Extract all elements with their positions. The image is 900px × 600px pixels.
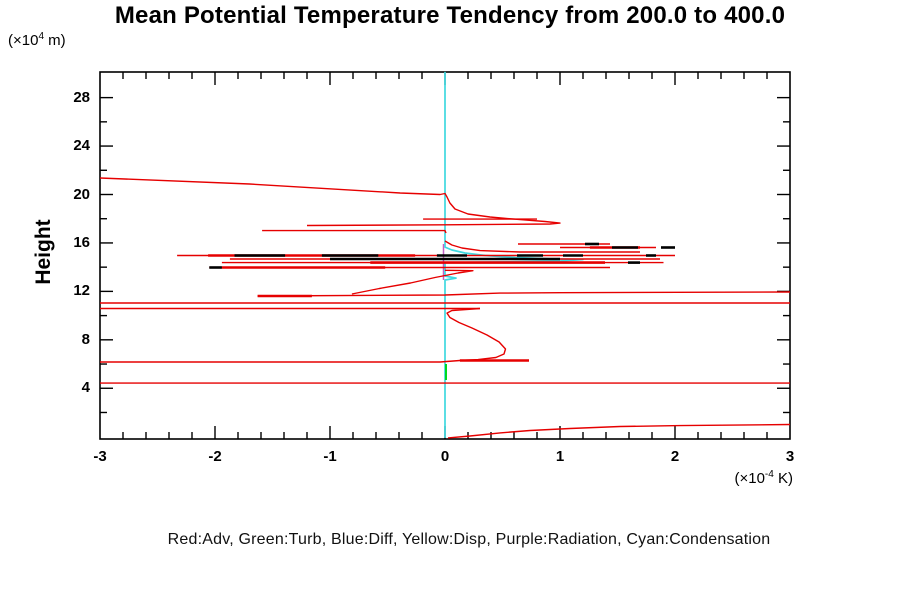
y-units-exponent: 4 [38, 31, 45, 42]
series-adv-line [447, 423, 791, 439]
series-adv-line [444, 240, 640, 253]
chart-title: Mean Potential Temperature Tendency from… [114, 2, 786, 29]
x-tick-label: 3 [785, 448, 795, 465]
x-axis-units: (×10-4 K) [0, 469, 793, 487]
x-tick-label: -3 [93, 448, 107, 465]
x-tick-label: 1 [555, 448, 565, 465]
x-tick-label: 0 [440, 448, 450, 465]
series-condensation-line [444, 71, 584, 438]
x-tick-label: -2 [208, 448, 222, 465]
y-axis-units: (×104 m) [8, 31, 66, 49]
series-adv-line [262, 229, 447, 234]
legend-caption: Red:Adv, Green:Turb, Blue:Diff, Yellow:D… [167, 531, 771, 548]
y-tick-label: 4 [81, 379, 90, 397]
x-tick-label: -1 [323, 448, 337, 465]
y-units-prefix: (×10 [8, 32, 39, 49]
y-tick-label: 28 [73, 88, 90, 106]
data-series [99, 71, 791, 439]
series-adv-line [446, 307, 507, 362]
y-tick-label: 20 [73, 185, 90, 203]
y-units-suffix: m) [44, 32, 66, 49]
series-adv-line [351, 269, 474, 295]
y-tick-label: 16 [73, 233, 90, 251]
x-units-suffix: K) [773, 470, 793, 487]
y-tick-label: 8 [81, 330, 90, 348]
x-tick-label: 2 [670, 448, 680, 465]
series-adv-line [257, 291, 791, 297]
series-adv-line [99, 177, 561, 227]
x-units-prefix: (×10 [734, 470, 765, 487]
y-tick-label: 12 [73, 282, 90, 300]
x-units-exponent: -4 [764, 469, 774, 480]
y-tick-label: 24 [73, 137, 90, 155]
